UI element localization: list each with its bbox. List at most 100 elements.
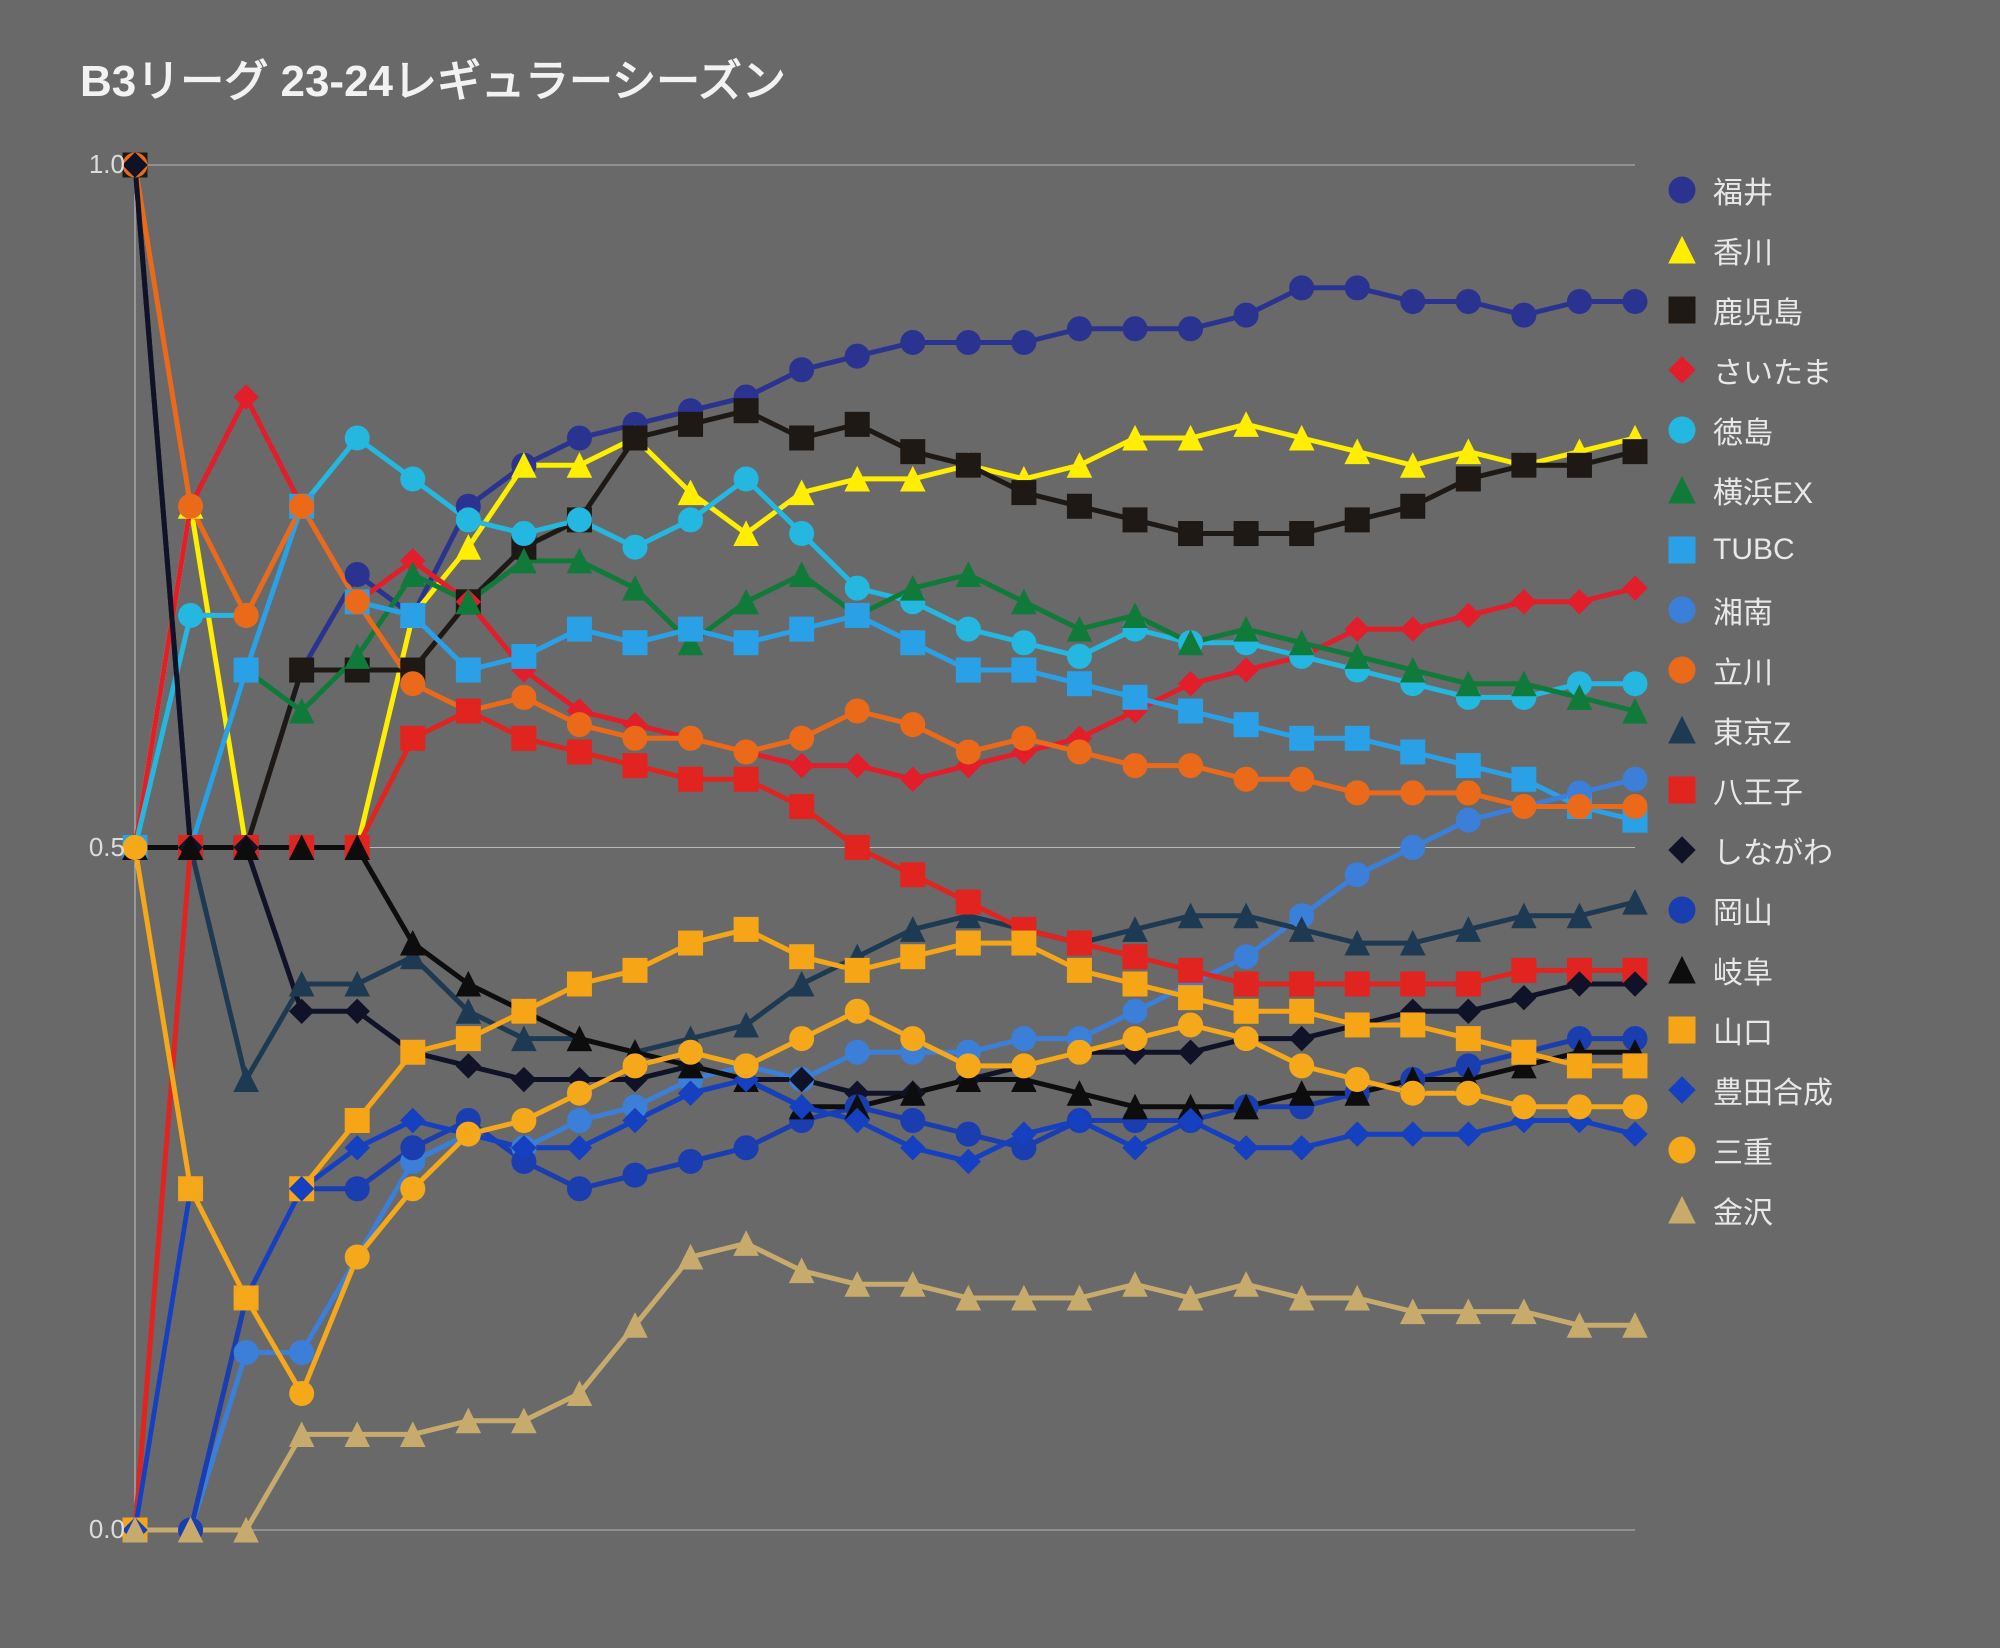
legend-item: 豊田合成 bbox=[1665, 1060, 1833, 1120]
series-marker bbox=[1623, 767, 1647, 791]
series-marker bbox=[1456, 999, 1480, 1023]
series-marker bbox=[845, 836, 869, 860]
series-marker bbox=[512, 1109, 536, 1133]
series-marker bbox=[1567, 795, 1591, 819]
series-marker bbox=[1012, 330, 1036, 354]
legend-label: しながわ bbox=[1713, 828, 1833, 872]
series-marker bbox=[1567, 453, 1591, 477]
series-marker bbox=[1290, 999, 1314, 1023]
series-marker bbox=[1067, 644, 1091, 668]
series-marker bbox=[1234, 972, 1258, 996]
legend-item: しながわ bbox=[1665, 820, 1833, 880]
legend-label: 鹿児島 bbox=[1713, 288, 1803, 332]
series-marker bbox=[1067, 317, 1091, 341]
series-marker bbox=[567, 713, 591, 737]
series-marker bbox=[956, 617, 980, 641]
series-marker bbox=[1456, 1081, 1480, 1105]
series-marker bbox=[1401, 617, 1425, 641]
series-marker bbox=[1123, 999, 1147, 1023]
legend-label: 横浜EX bbox=[1713, 468, 1813, 512]
series-marker bbox=[345, 426, 369, 450]
legend-item: 湘南 bbox=[1665, 580, 1833, 640]
series-marker bbox=[1179, 1013, 1203, 1037]
series-marker bbox=[1623, 795, 1647, 819]
series-marker bbox=[679, 508, 703, 532]
series-marker bbox=[234, 1341, 258, 1365]
series-marker bbox=[1179, 986, 1203, 1010]
series-marker bbox=[679, 931, 703, 955]
series-marker bbox=[1401, 290, 1425, 314]
series-marker bbox=[1512, 303, 1536, 327]
legend-label: 金沢 bbox=[1713, 1188, 1773, 1232]
series-marker bbox=[845, 1040, 869, 1064]
series-marker bbox=[567, 740, 591, 764]
series-marker bbox=[790, 563, 814, 587]
series-marker bbox=[1012, 726, 1036, 750]
series-marker bbox=[1512, 453, 1536, 477]
series-marker bbox=[1345, 972, 1369, 996]
series-marker bbox=[901, 767, 925, 791]
series-marker bbox=[956, 740, 980, 764]
series-marker bbox=[1567, 590, 1591, 614]
series-marker bbox=[1012, 931, 1036, 955]
legend-swatch-icon bbox=[1665, 833, 1699, 867]
legend-item: 岐阜 bbox=[1665, 940, 1833, 1000]
series-marker bbox=[1401, 1081, 1425, 1105]
legend-label: 豊田合成 bbox=[1713, 1068, 1833, 1112]
series-marker bbox=[845, 999, 869, 1023]
series-marker bbox=[1290, 1027, 1314, 1051]
series-marker bbox=[1345, 1013, 1369, 1037]
y-tick-label: 0.5 bbox=[75, 832, 125, 863]
series-marker bbox=[1512, 1095, 1536, 1119]
series-marker bbox=[345, 1245, 369, 1269]
legend-swatch-icon bbox=[1665, 893, 1699, 927]
series-marker bbox=[512, 522, 536, 546]
legend-swatch-icon bbox=[1665, 233, 1699, 267]
series-marker bbox=[234, 1068, 258, 1092]
legend-item: 東京Z bbox=[1665, 700, 1833, 760]
series-marker bbox=[1345, 276, 1369, 300]
series-marker bbox=[1067, 672, 1091, 696]
series-marker bbox=[345, 590, 369, 614]
series-marker bbox=[1012, 481, 1036, 505]
series-marker bbox=[1179, 699, 1203, 723]
series-marker bbox=[1123, 508, 1147, 532]
legend-label: 岐阜 bbox=[1713, 948, 1773, 992]
series-marker bbox=[567, 508, 591, 532]
legend-swatch-icon bbox=[1665, 653, 1699, 687]
series-marker bbox=[1456, 603, 1480, 627]
series-marker bbox=[1512, 767, 1536, 791]
series-marker bbox=[1123, 945, 1147, 969]
series-marker bbox=[956, 1149, 980, 1173]
series-line-金沢 bbox=[135, 1243, 1635, 1530]
series-marker bbox=[1401, 972, 1425, 996]
series-marker bbox=[1512, 986, 1536, 1010]
series-marker bbox=[512, 999, 536, 1023]
series-marker bbox=[512, 644, 536, 668]
legend-label: 岡山 bbox=[1713, 888, 1773, 932]
legend-swatch-icon bbox=[1665, 1073, 1699, 1107]
series-marker bbox=[1012, 658, 1036, 682]
legend-item: 鹿児島 bbox=[1665, 280, 1833, 340]
series-marker bbox=[290, 1341, 314, 1365]
series-marker bbox=[790, 972, 814, 996]
legend-swatch-icon bbox=[1665, 473, 1699, 507]
series-marker bbox=[401, 931, 425, 955]
series-marker bbox=[456, 508, 480, 532]
series-marker bbox=[845, 603, 869, 627]
series-marker bbox=[623, 426, 647, 450]
series-marker bbox=[1512, 590, 1536, 614]
legend-item: 徳島 bbox=[1665, 400, 1833, 460]
series-marker bbox=[1512, 1040, 1536, 1064]
series-marker bbox=[901, 863, 925, 887]
series-marker bbox=[901, 1109, 925, 1133]
series-marker bbox=[401, 672, 425, 696]
y-tick-label: 0.0 bbox=[75, 1514, 125, 1545]
series-marker bbox=[456, 1054, 480, 1078]
series-marker bbox=[845, 754, 869, 778]
legend-item: TUBC bbox=[1665, 520, 1833, 580]
series-marker bbox=[1290, 1054, 1314, 1078]
series-marker bbox=[1512, 958, 1536, 982]
series-marker bbox=[679, 412, 703, 436]
series-marker bbox=[623, 1163, 647, 1187]
